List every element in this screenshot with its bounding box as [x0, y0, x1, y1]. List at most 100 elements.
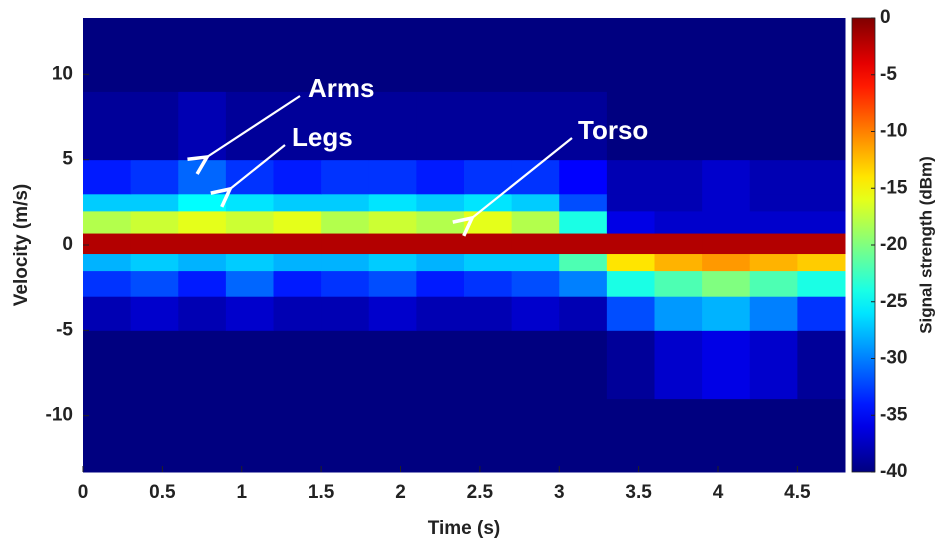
heat-cell — [273, 398, 322, 473]
heat-cell — [559, 210, 608, 234]
colorbar-tick-label: -10 — [880, 121, 907, 142]
heat-cell — [273, 253, 322, 272]
heat-cell — [130, 270, 179, 297]
x-axis-label: Time (s) — [428, 518, 501, 539]
heat-cell — [702, 253, 751, 272]
heat-cell — [273, 193, 322, 212]
heat-cell — [511, 296, 560, 331]
heat-cell — [464, 193, 513, 212]
heat-cell — [83, 398, 132, 473]
heat-cell — [178, 233, 227, 255]
heat-cell — [797, 159, 846, 195]
heat-cell — [654, 296, 703, 331]
heat-cell — [130, 91, 179, 161]
heat-cell — [606, 398, 655, 473]
heat-cell — [130, 210, 179, 234]
annotation-arrow — [230, 144, 286, 189]
heat-cell — [654, 233, 703, 255]
heat-cell — [225, 398, 274, 473]
heat-cell — [178, 18, 227, 92]
heat-cell — [368, 91, 417, 161]
heat-cell — [797, 270, 846, 297]
x-tick-label: 1.5 — [308, 482, 335, 503]
heat-cell — [702, 233, 751, 255]
heat-cell — [797, 398, 846, 473]
heat-cell — [749, 159, 798, 195]
heat-cell — [83, 159, 132, 195]
heat-cell — [749, 330, 798, 400]
heat-cell — [321, 91, 370, 161]
heat-cell — [702, 330, 751, 400]
heat-cell — [273, 159, 322, 195]
heat-cell — [368, 18, 417, 92]
heat-cell — [606, 296, 655, 331]
heat-cell — [416, 18, 465, 92]
heat-cell — [749, 270, 798, 297]
heat-cell — [83, 296, 132, 331]
heat-cell — [273, 270, 322, 297]
heat-cell — [654, 398, 703, 473]
heat-cell — [321, 270, 370, 297]
heat-cell — [511, 253, 560, 272]
annotation: Torso — [578, 115, 648, 145]
heat-cell — [654, 330, 703, 400]
heat-cell — [654, 18, 703, 92]
x-tick-label: 4.5 — [784, 482, 811, 503]
heat-cell — [225, 210, 274, 234]
heat-cell — [368, 398, 417, 473]
heat-cell — [130, 330, 179, 400]
heat-cell — [464, 398, 513, 473]
y-tick-label: 0 — [62, 234, 73, 255]
heat-cell — [606, 18, 655, 92]
heat-cell — [368, 159, 417, 195]
colorbar-tick-label: -35 — [880, 404, 908, 425]
heat-cell — [559, 233, 608, 255]
heat-cell — [559, 159, 608, 195]
heat-cell — [511, 233, 560, 255]
heat-cell — [273, 233, 322, 255]
heat-cell — [606, 210, 655, 234]
colorbar-tick-label: 0 — [880, 7, 891, 28]
heat-cell — [559, 253, 608, 272]
heat-cell — [225, 330, 274, 400]
heat-cell — [797, 233, 846, 255]
heat-cell — [797, 193, 846, 212]
heat-cell — [273, 330, 322, 400]
annotation: Legs — [292, 122, 353, 152]
heat-cell — [178, 398, 227, 473]
heat-cell — [702, 91, 751, 161]
heat-cell — [749, 296, 798, 331]
heat-cell — [225, 233, 274, 255]
heat-cell — [130, 159, 179, 195]
heat-cell — [606, 159, 655, 195]
heat-cell — [321, 398, 370, 473]
heat-cell — [83, 330, 132, 400]
heat-cell — [273, 296, 322, 331]
heat-cell — [416, 91, 465, 161]
heat-cell — [83, 210, 132, 234]
heat-cell — [606, 233, 655, 255]
x-tick-label: 0.5 — [149, 482, 176, 503]
heat-cell — [321, 210, 370, 234]
x-tick-label: 0 — [78, 482, 89, 503]
x-tick-label: 1 — [236, 482, 247, 503]
heat-cell — [416, 253, 465, 272]
annotation: Arms — [308, 73, 374, 103]
heat-cell — [606, 91, 655, 161]
heat-cell — [130, 398, 179, 473]
heat-cell — [321, 18, 370, 92]
colorbar-tick-label: -40 — [880, 461, 907, 482]
heat-cell — [464, 330, 513, 400]
y-axis-label: Velocity (m/s) — [11, 184, 32, 307]
heat-cell — [83, 270, 132, 297]
y-tick-label: 5 — [62, 149, 73, 170]
heat-cell — [511, 330, 560, 400]
colorbar-tick-label: -5 — [880, 64, 897, 85]
heat-cell — [654, 253, 703, 272]
heat-cell — [178, 159, 227, 195]
heat-cell — [130, 296, 179, 331]
heat-cell — [416, 193, 465, 212]
heat-cell — [464, 253, 513, 272]
heat-cell — [130, 18, 179, 92]
